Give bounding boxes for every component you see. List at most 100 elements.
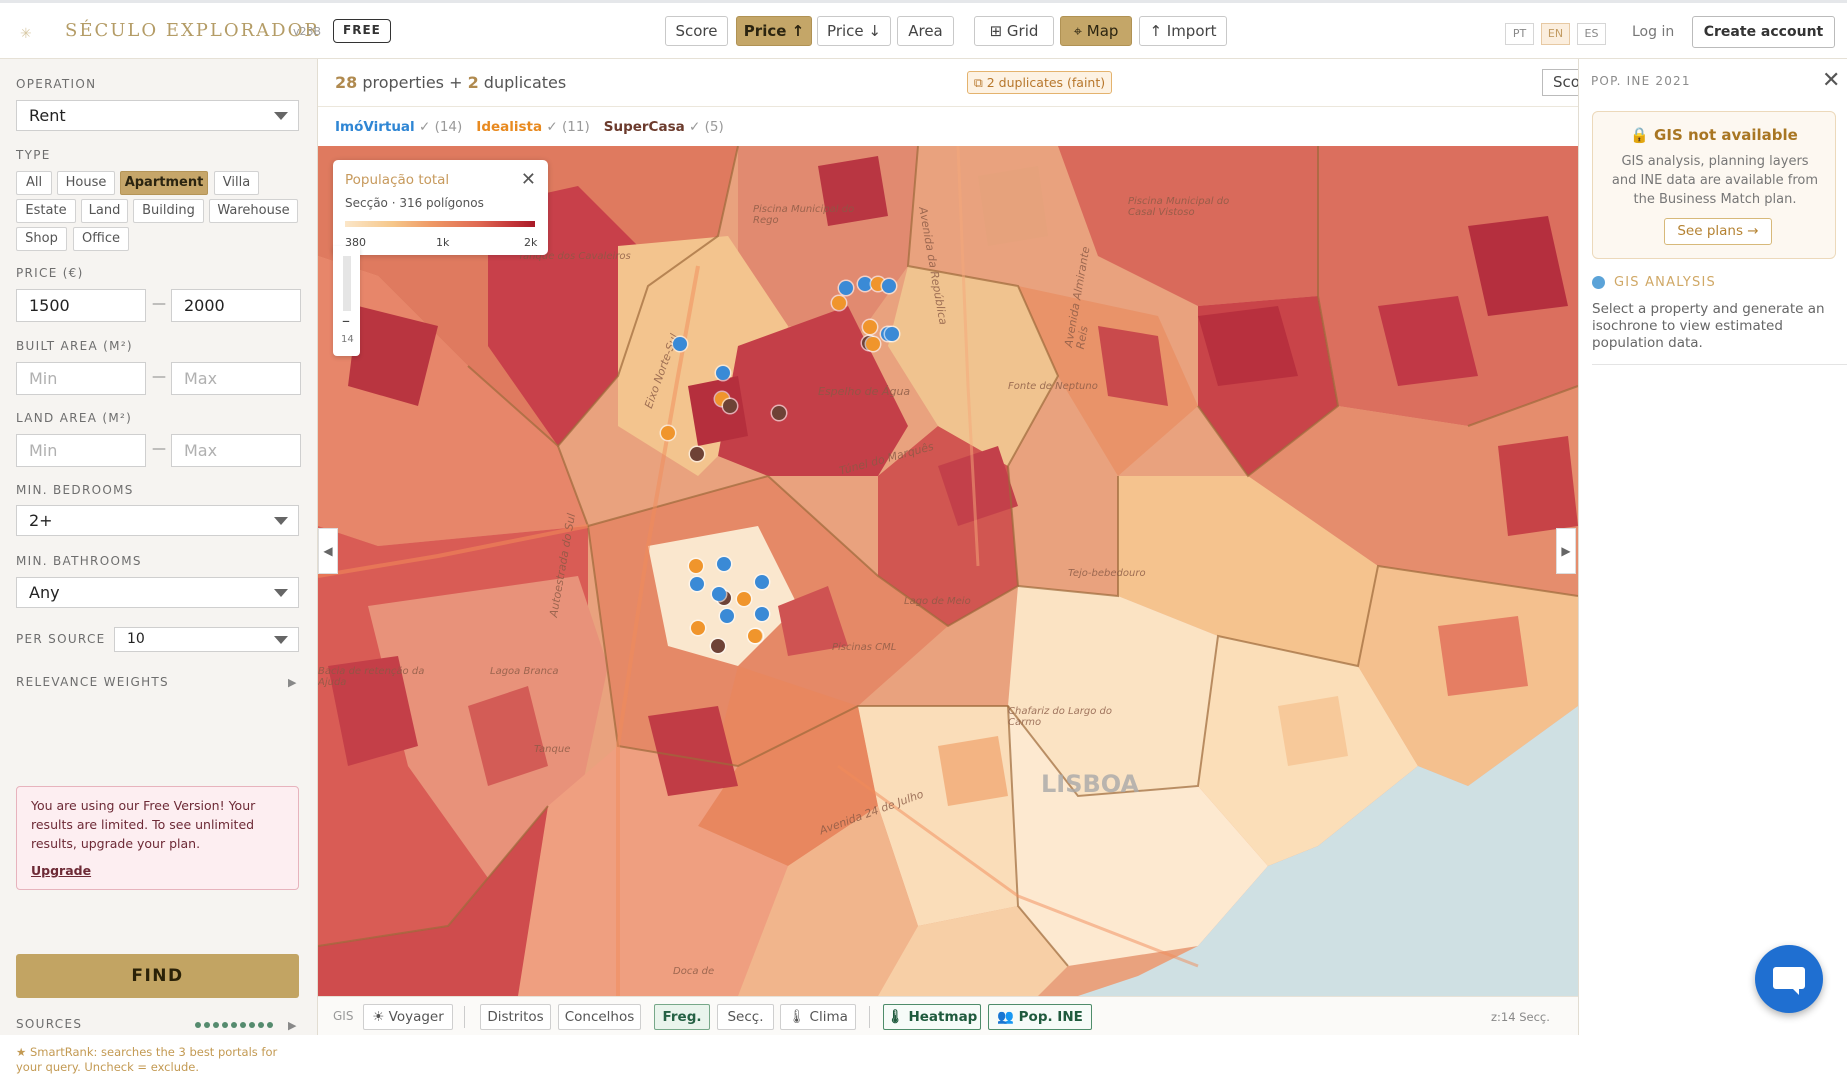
min-bedrooms-label: MIN. BEDROOMS — [16, 483, 134, 497]
type-chip-apartment[interactable]: Apartment — [120, 171, 208, 195]
zoom-level: 14 — [341, 334, 354, 345]
score-sort-button[interactable]: Score — [1542, 69, 1582, 96]
lang-es-button[interactable]: ES — [1577, 23, 1606, 45]
property-pin[interactable] — [690, 577, 704, 591]
population-legend: População total Secção · 316 polígonos ✕… — [333, 160, 548, 255]
property-pin[interactable] — [673, 337, 687, 351]
layer-freguesias-button[interactable]: Freg. — [654, 1004, 710, 1030]
per-source-select[interactable]: 10 — [114, 627, 299, 652]
type-chip-office[interactable]: Office — [73, 227, 129, 251]
chevron-right-icon[interactable]: ▶ — [288, 676, 297, 689]
built-area-min-input[interactable]: Min — [16, 362, 146, 395]
sort-score-button[interactable]: Score — [665, 16, 728, 46]
sources-dots[interactable] — [195, 1022, 273, 1028]
zoom-control[interactable]: – 14 — [333, 246, 360, 356]
price-max-input[interactable]: 2000 — [171, 289, 301, 322]
property-pin[interactable] — [689, 559, 703, 573]
sort-price-desc-button[interactable]: Price ↓ — [817, 16, 891, 46]
property-pin[interactable] — [755, 607, 769, 621]
property-pin[interactable] — [772, 406, 786, 420]
pop-ine-toggle[interactable]: 👥 Pop. INE — [988, 1004, 1092, 1030]
type-chip-villa[interactable]: Villa — [214, 171, 259, 195]
create-account-button[interactable]: Create account — [1692, 16, 1835, 48]
property-pin[interactable] — [661, 426, 675, 440]
zoom-out-button[interactable]: – — [342, 311, 350, 330]
property-pin[interactable] — [858, 277, 872, 291]
zoom-slider[interactable] — [343, 256, 351, 311]
price-min-input[interactable]: 1500 — [16, 289, 146, 322]
property-pin[interactable] — [748, 629, 762, 643]
chevron-right-icon[interactable]: ▶ — [288, 1019, 297, 1032]
property-pin[interactable] — [690, 447, 704, 461]
property-pin[interactable] — [691, 621, 705, 635]
property-pin[interactable] — [720, 609, 734, 623]
upgrade-link[interactable]: Upgrade — [31, 863, 92, 878]
type-chip-building[interactable]: Building — [133, 199, 204, 223]
built-area-max-input[interactable]: Max — [171, 362, 301, 395]
source-idealista[interactable]: Idealista ✓ (11) — [476, 119, 590, 135]
view-grid-button[interactable]: ⊞ Grid — [974, 16, 1054, 46]
results-count: 28 properties + 2 duplicates — [335, 73, 567, 92]
map-canvas[interactable]: Tanque dos Cavaleiros Piscina Municipal d… — [318, 146, 1578, 996]
view-map-button[interactable]: ⌖ Map — [1060, 16, 1132, 46]
property-pin[interactable] — [885, 327, 899, 341]
range-separator: — — [152, 441, 166, 457]
chevron-down-icon — [274, 636, 288, 644]
lang-en-button[interactable]: EN — [1541, 23, 1570, 45]
map-place-label: Lago de Meio — [904, 596, 971, 607]
property-pin[interactable] — [737, 592, 751, 606]
property-pin[interactable] — [712, 587, 726, 601]
property-pin[interactable] — [755, 575, 769, 589]
type-chip-shop[interactable]: Shop — [16, 227, 67, 251]
property-pin[interactable] — [711, 639, 725, 653]
property-pin[interactable] — [863, 320, 877, 334]
operation-select[interactable]: Rent — [16, 100, 299, 131]
source-supercasa[interactable]: SuperCasa ✓ (5) — [603, 119, 724, 135]
chat-button[interactable] — [1755, 945, 1823, 1013]
duplicates-badge[interactable]: ⧉ 2 duplicates (faint) — [967, 71, 1112, 94]
land-area-max-input[interactable]: Max — [171, 434, 301, 467]
logo-icon: ✳ — [20, 26, 32, 42]
type-chip-estate[interactable]: Estate — [16, 199, 76, 223]
type-chip-land[interactable]: Land — [81, 199, 128, 223]
results-header: 28 properties + 2 duplicates ⧉ 2 duplica… — [318, 59, 1582, 107]
min-bedrooms-select[interactable]: 2+ — [16, 505, 299, 536]
lang-pt-button[interactable]: PT — [1505, 23, 1534, 45]
close-icon[interactable]: ✕ — [520, 169, 536, 190]
relevance-weights-toggle[interactable]: RELEVANCE WEIGHTS — [16, 675, 169, 689]
see-plans-button[interactable]: See plans → — [1664, 218, 1772, 245]
property-pin[interactable] — [871, 277, 885, 291]
type-chip-house[interactable]: House — [57, 171, 115, 195]
property-pin[interactable] — [716, 366, 730, 380]
basemap-voyager-button[interactable]: ☀ Voyager — [363, 1004, 453, 1030]
login-link[interactable]: Log in — [1632, 24, 1675, 40]
property-pin[interactable] — [839, 281, 853, 295]
type-chip-all[interactable]: All — [16, 171, 52, 195]
property-pin[interactable] — [866, 337, 880, 351]
min-bathrooms-select[interactable]: Any — [16, 577, 299, 608]
choropleth-map[interactable] — [318, 146, 1578, 996]
version-label: v23B — [293, 25, 322, 38]
property-pin[interactable] — [832, 296, 846, 310]
property-pin[interactable] — [882, 279, 896, 293]
find-button[interactable]: FIND — [16, 954, 299, 998]
collapse-right-arrow-icon[interactable]: ▶ — [1556, 528, 1576, 574]
property-pin[interactable] — [717, 557, 731, 571]
divider — [869, 1006, 870, 1028]
layer-clima-button[interactable]: 🌡 Clima — [780, 1004, 856, 1030]
close-icon[interactable]: ✕ — [1822, 68, 1841, 93]
type-chip-warehouse[interactable]: Warehouse — [209, 199, 298, 223]
operation-label: OPERATION — [16, 77, 97, 91]
sort-area-button[interactable]: Area — [897, 16, 954, 46]
heatmap-toggle[interactable]: 🌡 Heatmap — [883, 1004, 981, 1030]
layer-seccoes-button[interactable]: Secç. — [717, 1004, 774, 1030]
source-imovirtual[interactable]: ImóVirtual ✓ (14) — [335, 119, 463, 135]
sort-price-asc-button[interactable]: Price ↑ — [736, 16, 812, 46]
layer-concelhos-button[interactable]: Concelhos — [558, 1004, 641, 1030]
import-button[interactable]: ↑ Import — [1139, 16, 1227, 46]
land-area-min-input[interactable]: Min — [16, 434, 146, 467]
layer-distritos-button[interactable]: Distritos — [480, 1004, 551, 1030]
collapse-left-arrow-icon[interactable]: ◀ — [318, 528, 338, 574]
property-pin[interactable] — [723, 399, 737, 413]
legend-tick: 380 — [345, 236, 366, 249]
